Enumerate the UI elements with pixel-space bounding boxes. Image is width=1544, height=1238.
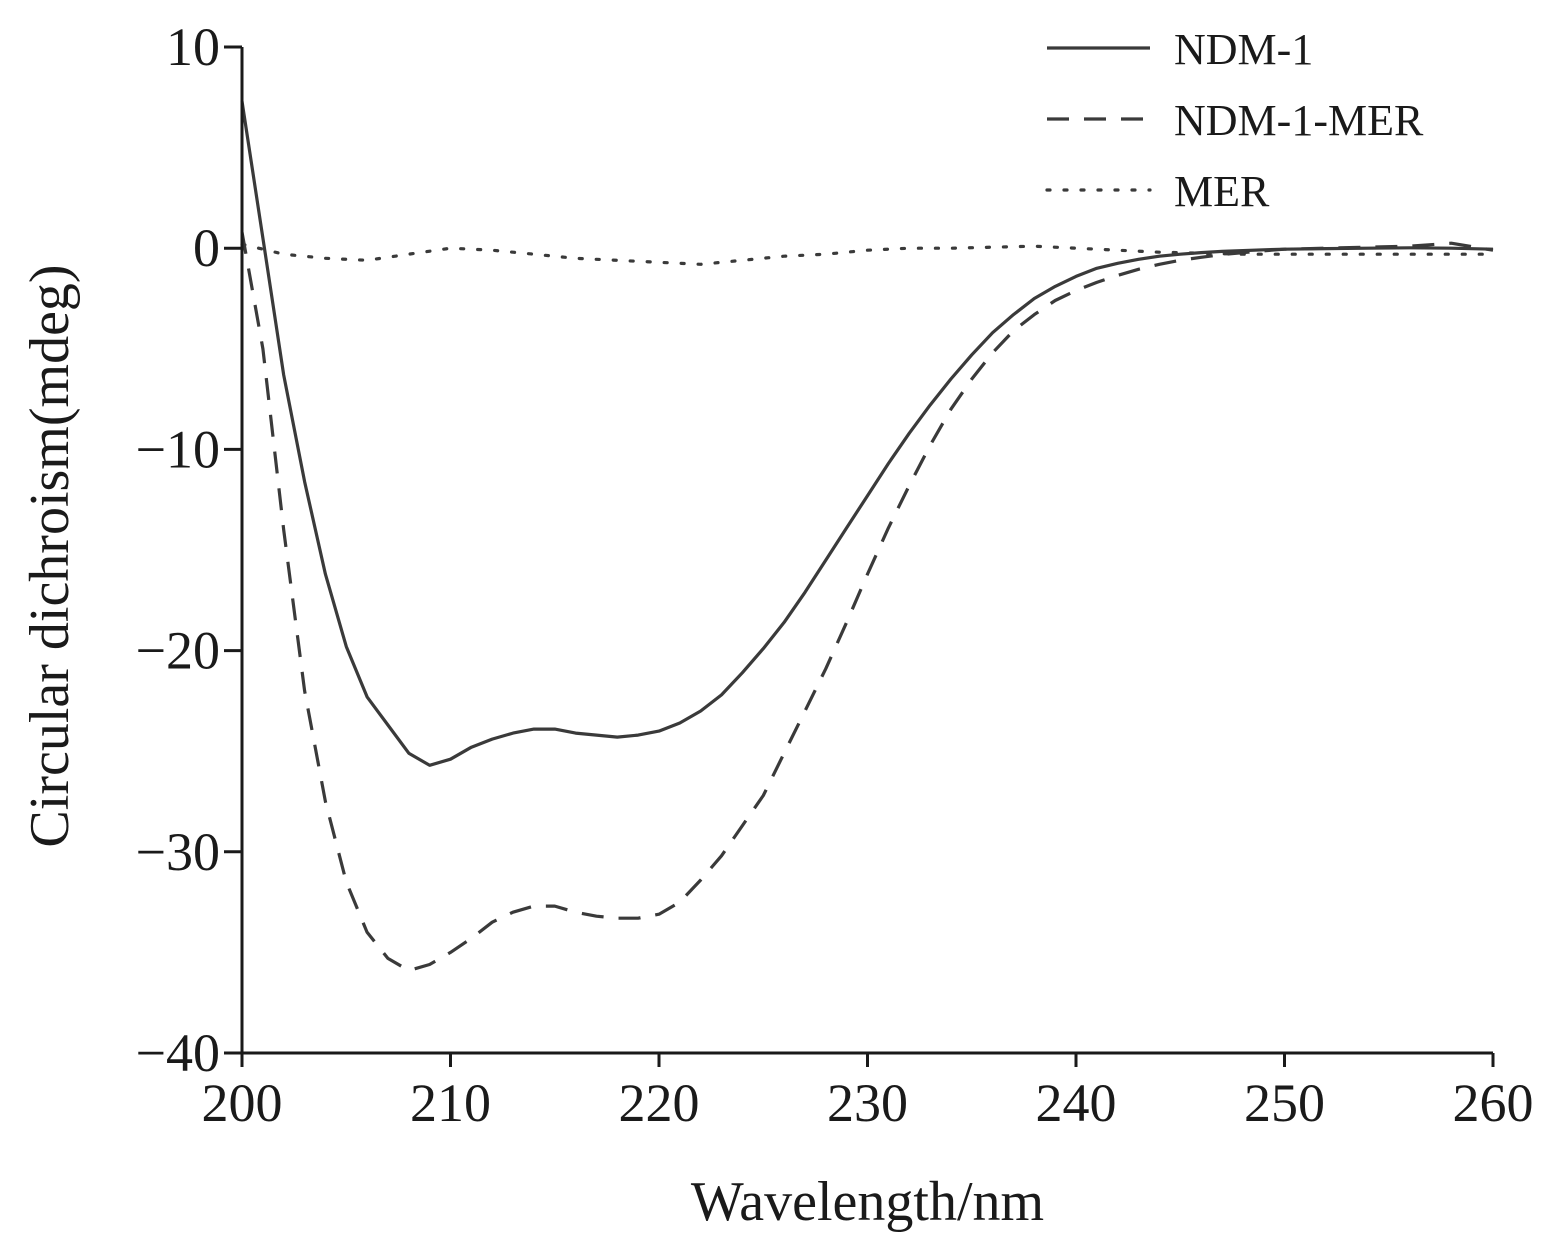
series-line-ndm-1-mer [240,231,1494,973]
y-tick-label: −20 [136,621,220,681]
y-tick-label: −10 [136,419,220,479]
x-tick-label: 200 [202,1073,283,1133]
x-tick-label: 240 [1036,1073,1117,1133]
legend-label: NDM-1-MER [1174,96,1424,145]
x-tick-label: 220 [619,1073,700,1133]
x-tick-label: 230 [827,1073,908,1133]
legend-label: MER [1174,167,1270,216]
x-tick-label: 210 [410,1073,491,1133]
plot-lines [240,101,1495,973]
axes: 10 0 −10 −20 −30 −40 200 210 220 230 240 250 260 [136,17,1534,1133]
y-ticks: 10 0 −10 −20 −30 −40 [136,17,242,1083]
y-tick-label: −30 [136,822,220,882]
x-ticks: 200 210 220 230 240 250 260 [202,1053,1534,1133]
y-tick-label: 10 [166,17,220,77]
x-tick-label: 250 [1244,1073,1325,1133]
series-line-mer [240,242,1495,266]
x-tick-label: 260 [1453,1073,1534,1133]
x-axis-title: Wavelength/nm [691,1171,1044,1233]
y-axis-title: Circular dichroism(mdeg) [19,264,81,847]
legend-label: NDM-1 [1174,25,1313,74]
y-tick-label: 0 [193,218,220,278]
y-tick-label: −40 [136,1023,220,1083]
legend: NDM-1 NDM-1-MER MER [1045,25,1424,216]
series-line-ndm-1 [240,101,1494,767]
